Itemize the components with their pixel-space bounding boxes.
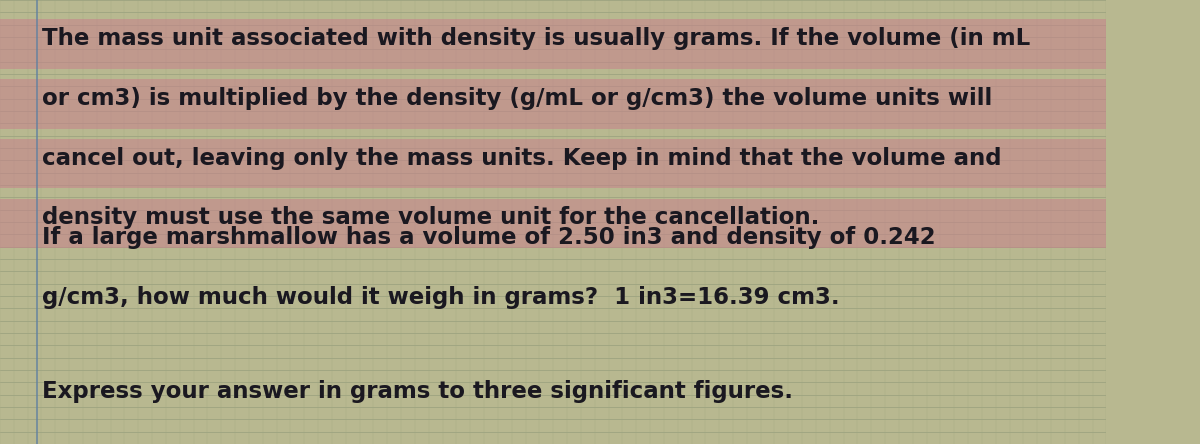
Text: cancel out, leaving only the mass units. Keep in mind that the volume and: cancel out, leaving only the mass units.… (42, 147, 1002, 170)
Text: or cm3) is multiplied by the density (g/mL or g/cm3) the volume units will: or cm3) is multiplied by the density (g/… (42, 87, 992, 110)
Text: The mass unit associated with density is usually grams. If the volume (in mL: The mass unit associated with density is… (42, 27, 1031, 50)
Text: Express your answer in grams to three significant figures.: Express your answer in grams to three si… (42, 380, 793, 403)
Text: density must use the same volume unit for the cancellation.: density must use the same volume unit fo… (42, 206, 820, 230)
Text: g/cm3, how much would it weigh in grams?  1 in3=16.39 cm3.: g/cm3, how much would it weigh in grams?… (42, 286, 840, 309)
Bar (0, 20, 1106, 69)
Bar (0, 79, 1106, 129)
Bar (0, 199, 1106, 249)
Bar (0, 139, 1106, 189)
Text: If a large marshmallow has a volume of 2.50 in3 and density of 0.242: If a large marshmallow has a volume of 2… (42, 226, 936, 250)
